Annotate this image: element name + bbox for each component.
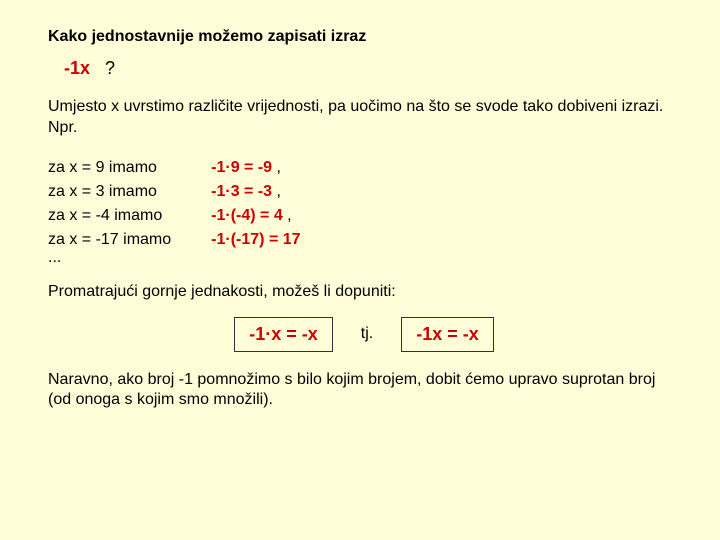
closing-text: Naravno, ako broj -1 pomnožimo s bilo ko… bbox=[48, 370, 680, 412]
rhs-pre: -1·3 = bbox=[211, 183, 258, 200]
rhs-val: -3 bbox=[258, 183, 272, 200]
rhs-pre: -1·(-17) = bbox=[211, 231, 283, 248]
rhs-post: , bbox=[272, 159, 281, 176]
rhs-pre: -1·(-4) = bbox=[211, 207, 274, 224]
example-lhs: za x = 3 imamo bbox=[48, 183, 211, 201]
follow-text: Promatrajući gornje jednakosti, možeš li… bbox=[48, 283, 680, 301]
rhs-val: 4 bbox=[274, 207, 283, 224]
expression-right: ? bbox=[105, 58, 115, 78]
rhs-post: , bbox=[283, 207, 292, 224]
rhs-pre: -1·9 = bbox=[211, 159, 258, 176]
rhs-val: -9 bbox=[258, 159, 272, 176]
table-row: za x = 3 imamo -1·3 = -3 , bbox=[48, 183, 301, 201]
connector-text: tj. bbox=[361, 325, 373, 343]
expression-left: -1x bbox=[64, 58, 90, 78]
slide-page: Kako jednostavnije možemo zapisati izraz… bbox=[0, 0, 720, 431]
example-lhs-text: za x = -17 imamo bbox=[48, 231, 171, 248]
heading: Kako jednostavnije možemo zapisati izraz bbox=[48, 28, 680, 46]
equation-box-right: -1x = -x bbox=[401, 317, 494, 352]
example-rhs: -1·3 = -3 , bbox=[211, 183, 300, 201]
example-lhs: za x = -4 imamo bbox=[48, 207, 211, 225]
rhs-val: 17 bbox=[283, 231, 301, 248]
examples-table: za x = 9 imamo -1·9 = -9 , za x = 3 imam… bbox=[48, 153, 301, 273]
equation-box-row: -1·x = -x tj. -1x = -x bbox=[48, 317, 680, 352]
equation-box-left: -1·x = -x bbox=[234, 317, 333, 352]
table-row: za x = -17 imamo ... -1·(-17) = 17 bbox=[48, 231, 301, 267]
table-row: za x = -4 imamo -1·(-4) = 4 , bbox=[48, 207, 301, 225]
table-row: za x = 9 imamo -1·9 = -9 , bbox=[48, 159, 301, 177]
example-rhs: -1·9 = -9 , bbox=[211, 159, 300, 177]
example-lhs: za x = 9 imamo bbox=[48, 159, 211, 177]
example-lhs: za x = -17 imamo ... bbox=[48, 231, 211, 267]
example-rhs: -1·(-17) = 17 bbox=[211, 231, 300, 267]
example-rhs: -1·(-4) = 4 , bbox=[211, 207, 300, 225]
intro-text: Umjesto x uvrstimo različite vrijednosti… bbox=[48, 97, 680, 139]
main-expression: -1x ? bbox=[64, 58, 680, 79]
rhs-post: , bbox=[272, 183, 281, 200]
ellipsis: ... bbox=[48, 249, 61, 266]
